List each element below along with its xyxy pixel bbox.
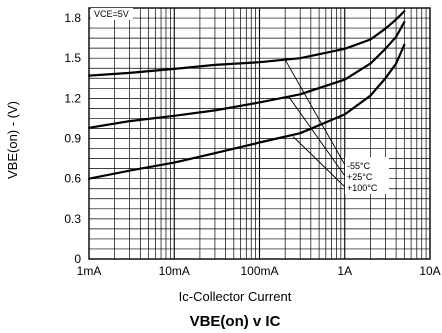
series-line: [87, 43, 406, 180]
x-tick-labels: 1mA 10mA 100mA 1A 10A: [77, 264, 441, 278]
legend-background: [345, 157, 389, 194]
series-lines: [87, 10, 406, 180]
y-tick-labels: 0 0.3 0.6 0.9 1.2 1.5 1.8: [64, 11, 81, 266]
legend-label: -55°C: [347, 161, 371, 171]
series-line: [87, 21, 406, 129]
legend-label: +100°C: [347, 183, 378, 193]
x-axis-label: Ic-Collector Current: [179, 289, 292, 304]
legend-leaders: -55°C+25°C+100°C: [284, 59, 389, 194]
x-tick-label: 1mA: [77, 264, 102, 278]
x-tick-label: 10A: [419, 264, 440, 278]
legend-leader-line: [284, 59, 346, 166]
y-axis-label: VBE(on) - (V): [5, 101, 20, 179]
y-tick-label: 1.5: [64, 51, 81, 65]
y-tick-label: 0: [74, 252, 81, 266]
chart-title: VBE(on) v IC: [190, 313, 281, 330]
condition-box: VCE=5V: [91, 8, 133, 20]
plot-frame: [88, 7, 431, 260]
x-tick-label: 100mA: [240, 264, 278, 278]
chart-title-main: VBE(on): [190, 313, 249, 330]
chart-title-end: IC: [265, 313, 280, 330]
series-line: [87, 10, 406, 77]
x-tick-label: 1A: [337, 264, 352, 278]
x-tick-label: 10mA: [159, 264, 190, 278]
condition-label: VCE=5V: [94, 9, 129, 19]
y-tick-label: 1.8: [64, 11, 81, 25]
grid-lines: [89, 8, 430, 259]
legend-leader-line: [292, 136, 346, 188]
y-tick-label: 1.2: [64, 91, 81, 105]
y-tick-label: 0.6: [64, 172, 81, 186]
y-tick-label: 0.3: [64, 212, 81, 226]
condition-label-bg: [91, 8, 133, 20]
y-tick-label: 0.9: [64, 132, 81, 146]
chart-title-connector: v: [253, 313, 262, 330]
legend-leader-line: [288, 97, 346, 177]
legend-label: +25°C: [347, 172, 373, 182]
